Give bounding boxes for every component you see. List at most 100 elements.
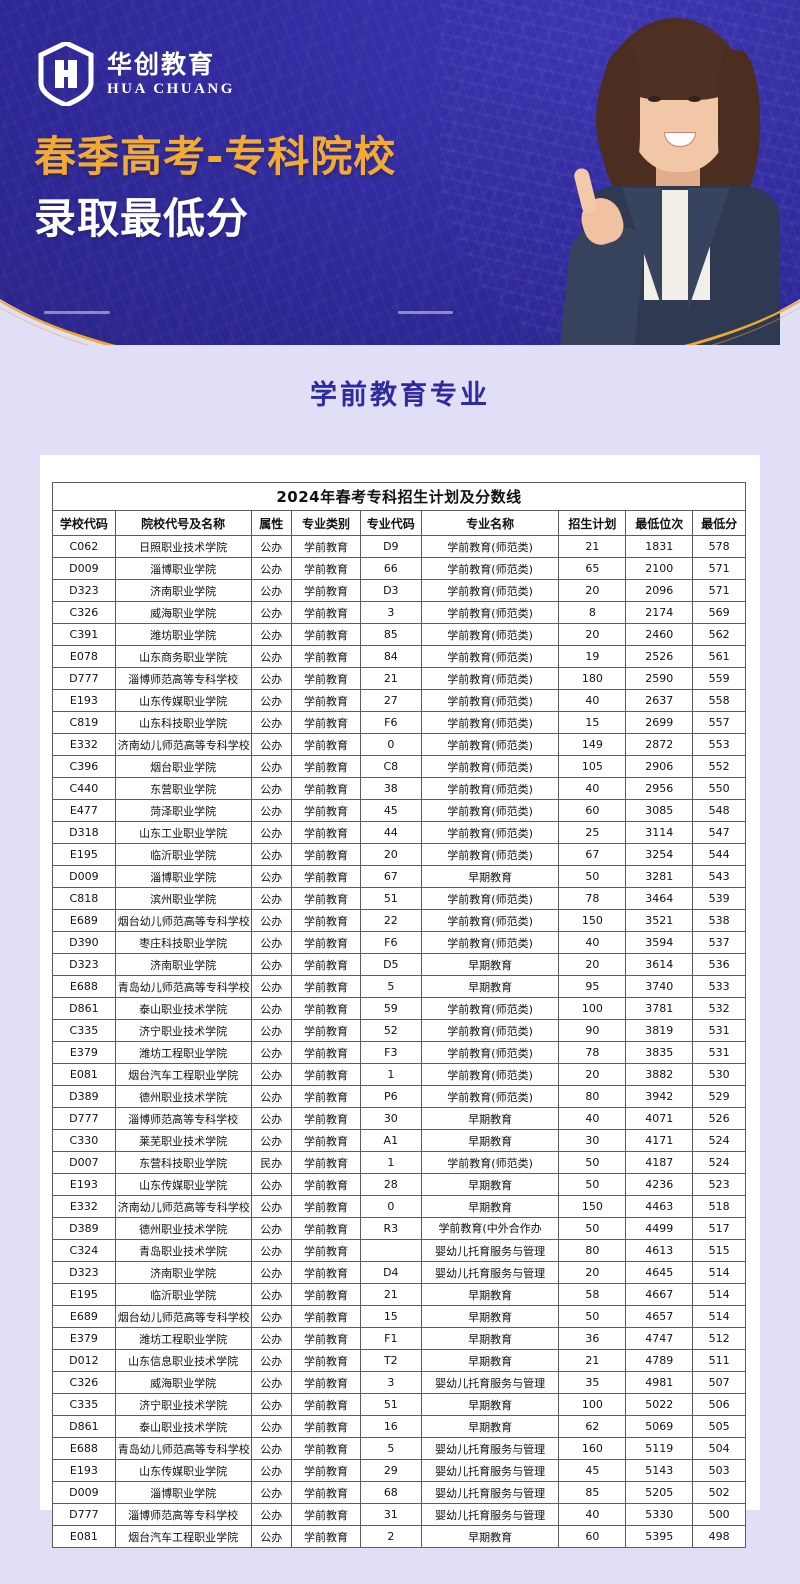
cell-min-rank: 3521 — [625, 909, 694, 932]
table-row: D777 淄博师范高等专科学校 公办 学前教育 21 学前教育(师范类) 180 2590 55… — [52, 667, 746, 690]
cell-enroll-plan: 50 — [558, 1217, 627, 1240]
cell-major-code: P6 — [359, 1085, 422, 1108]
cell-min-rank: 2906 — [625, 755, 694, 778]
cell-major-name: 学前教育(师范类) — [420, 755, 560, 778]
cell-enroll-plan: 20 — [558, 579, 627, 602]
table-row: D323 济南职业学院 公办 学前教育 D5 早期教育 20 3614 536 — [52, 953, 746, 976]
cell-major-code: 0 — [359, 1195, 422, 1218]
cell-major-code: 1 — [359, 1063, 422, 1086]
cell-min-rank: 4171 — [625, 1129, 694, 1152]
table-row: E081 烟台汽车工程职业学院 公办 学前教育 1 学前教育(师范类) 20 3882 530 — [52, 1063, 746, 1086]
cell-min-rank: 4463 — [625, 1195, 694, 1218]
table-row: D777 淄博师范高等专科学校 公办 学前教育 30 早期教育 40 4071 526 — [52, 1107, 746, 1130]
cell-min-rank: 3085 — [625, 799, 694, 822]
cell-major-category: 学前教育 — [291, 821, 361, 844]
cell-min-score: 536 — [692, 953, 746, 976]
lapel-right — [688, 188, 730, 310]
cell-enroll-plan: 95 — [558, 975, 627, 998]
cell-min-score: 578 — [692, 535, 746, 558]
cell-major-code: 68 — [359, 1481, 422, 1504]
cell-school-name: 淄博师范高等专科学校 — [114, 667, 252, 690]
cell-major-code: 3 — [359, 601, 422, 624]
cell-school-code: E193 — [52, 1459, 116, 1482]
cell-min-score: 507 — [692, 1371, 746, 1394]
cell-min-score: 558 — [692, 689, 746, 712]
cell-min-score: 505 — [692, 1415, 746, 1438]
cell-major-code: D4 — [359, 1261, 422, 1284]
cell-attribute: 公办 — [250, 1503, 293, 1526]
cell-enroll-plan: 60 — [558, 799, 627, 822]
cell-major-code: 20 — [359, 843, 422, 866]
cell-school-code: C326 — [52, 1371, 116, 1394]
cell-min-score: 498 — [692, 1525, 746, 1548]
cell-min-score: 562 — [692, 623, 746, 646]
cell-enroll-plan: 50 — [558, 865, 627, 888]
cell-major-code: 5 — [359, 975, 422, 998]
cell-major-category: 学前教育 — [291, 997, 361, 1020]
cell-major-name: 学前教育(师范类) — [420, 711, 560, 734]
cell-min-rank: 2096 — [625, 579, 694, 602]
cell-enroll-plan: 20 — [558, 623, 627, 646]
cell-min-rank: 3594 — [625, 931, 694, 954]
cell-major-category: 学前教育 — [291, 1481, 361, 1504]
cell-school-name: 东营科技职业学院 — [114, 1151, 252, 1174]
table-row: D012 山东信息职业技术学院 公办 学前教育 T2 早期教育 21 4789 511 — [52, 1349, 746, 1372]
cell-attribute: 公办 — [250, 1525, 293, 1548]
cell-attribute: 公办 — [250, 1041, 293, 1064]
table-card: 2024年春考专科招生计划及分数线 学校代码 院校代号及名称 属性 专业类别 专… — [40, 455, 760, 1548]
cell-enroll-plan: 150 — [558, 1195, 627, 1218]
cell-school-code: C440 — [52, 777, 116, 800]
cell-school-name: 青岛幼儿师范高等专科学校 — [114, 1437, 252, 1460]
cell-school-code: E689 — [52, 909, 116, 932]
cell-major-code: 16 — [359, 1415, 422, 1438]
cell-major-category: 学前教育 — [291, 1041, 361, 1064]
cell-min-rank: 2526 — [625, 645, 694, 668]
cell-major-code: 3 — [359, 1371, 422, 1394]
cell-enroll-plan: 65 — [558, 557, 627, 580]
cell-min-score: 538 — [692, 909, 746, 932]
cell-min-rank: 4499 — [625, 1217, 694, 1240]
cell-school-name: 山东传媒职业学院 — [114, 1173, 252, 1196]
cell-major-code: T2 — [359, 1349, 422, 1372]
cell-enroll-plan: 90 — [558, 1019, 627, 1042]
table-row: E688 青岛幼儿师范高等专科学校 公办 学前教育 5 早期教育 95 3740 533 — [52, 975, 746, 998]
cell-major-name: 婴幼儿托育服务与管理 — [420, 1371, 560, 1394]
cell-major-code: 27 — [359, 689, 422, 712]
cell-major-name: 学前教育(师范类) — [420, 843, 560, 866]
cell-min-rank: 4789 — [625, 1349, 694, 1372]
cell-enroll-plan: 35 — [558, 1371, 627, 1394]
cell-school-code: D318 — [52, 821, 116, 844]
col-header-attribute: 属性 — [250, 510, 293, 536]
cell-major-category: 学前教育 — [291, 733, 361, 756]
cell-major-code: 84 — [359, 645, 422, 668]
cell-major-category: 学前教育 — [291, 1283, 361, 1306]
cell-attribute: 公办 — [250, 1393, 293, 1416]
cell-min-score: 571 — [692, 579, 746, 602]
cell-major-name: 婴幼儿托育服务与管理 — [420, 1481, 560, 1504]
cell-attribute: 公办 — [250, 1349, 293, 1372]
cell-major-code: A1 — [359, 1129, 422, 1152]
cell-min-score: 543 — [692, 865, 746, 888]
cell-major-code: 38 — [359, 777, 422, 800]
cell-enroll-plan: 20 — [558, 953, 627, 976]
cell-major-category: 学前教育 — [291, 667, 361, 690]
cell-major-name: 早期教育 — [420, 1393, 560, 1416]
cell-school-code: E193 — [52, 689, 116, 712]
cell-major-name: 早期教育 — [420, 1305, 560, 1328]
cell-attribute: 公办 — [250, 953, 293, 976]
cell-major-code: 15 — [359, 1305, 422, 1328]
cell-min-score: 529 — [692, 1085, 746, 1108]
cell-major-code: 45 — [359, 799, 422, 822]
cell-school-name: 山东工业职业学院 — [114, 821, 252, 844]
table-row: E078 山东商务职业学院 公办 学前教育 84 学前教育(师范类) 19 2526 561 — [52, 645, 746, 668]
cell-min-score: 517 — [692, 1217, 746, 1240]
col-header-major-name: 专业名称 — [420, 510, 560, 536]
cell-min-rank: 3819 — [625, 1019, 694, 1042]
cell-school-name: 济南幼儿师范高等专科学校 — [114, 1195, 252, 1218]
cell-major-name: 学前教育(师范类) — [420, 535, 560, 558]
table-row: D009 淄博职业学院 公办 学前教育 67 早期教育 50 3281 543 — [52, 865, 746, 888]
presenter-figure — [559, 10, 800, 345]
cell-school-name: 济南职业学院 — [114, 1261, 252, 1284]
cell-school-name: 菏泽职业学院 — [114, 799, 252, 822]
table-row: E081 烟台汽车工程职业学院 公办 学前教育 2 早期教育 60 5395 498 — [52, 1525, 746, 1548]
